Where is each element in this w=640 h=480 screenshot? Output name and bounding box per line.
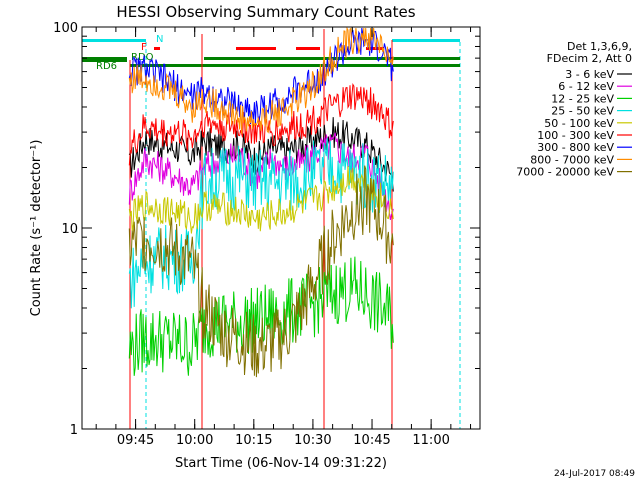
legend-header: FDecim 2, Att 0 [547,52,632,65]
legend-entry-label: 300 - 800 keV [537,141,614,154]
legend-entry-label: 12 - 25 keV [551,92,614,105]
flag-bar-red [296,47,320,50]
flag-label: N [156,34,163,45]
series-line [128,165,394,378]
legend-entry-label: 6 - 12 keV [558,80,614,93]
x-tick-label: 10:15 [235,433,272,448]
flag-bar-red [366,47,384,50]
legend-entry-label: 3 - 6 keV [565,68,614,81]
flag-label: RDO [131,52,154,63]
x-tick-label: 10:45 [353,433,390,448]
footer-timestamp: 24-Jul-2017 08:49 [554,469,635,479]
flag-bar-cyan [82,39,146,42]
flag-bar-green [82,60,127,62]
x-tick-label: 10:30 [294,433,331,448]
series-line [128,117,394,192]
flag-bar-green [82,57,127,60]
flag-label: RD6 [96,61,117,72]
flag-bar-cyan [392,39,460,42]
y-tick-label: 10 [61,222,78,237]
y-tick-label: 1 [70,423,78,438]
series-line [128,256,394,376]
series-line [128,166,394,234]
series-layer [128,26,394,378]
series-line [128,27,394,125]
flag-bar-red [236,47,276,50]
plot-frame [81,26,481,430]
flag-bar-red [154,47,160,50]
legend-entry-label: 50 - 100 keV [544,117,614,130]
chart-title: HESSI Observing Summary Count Rates [116,3,415,21]
legend-entry-label: 100 - 300 keV [537,129,614,142]
legend-entry-label: 7000 - 20000 keV [516,166,614,179]
x-axis-label: Start Time (06-Nov-14 09:31:22) [175,456,387,471]
y-tick-label: 100 [53,21,78,36]
x-tick-label: 11:00 [412,433,449,448]
flag-bar-green [130,64,460,67]
legend-entry-label: 800 - 7000 keV [530,153,614,166]
legend-entry-label: 25 - 50 keV [551,105,614,118]
y-axis-label: Count Rate (s⁻¹ detector⁻¹) [29,140,44,317]
legend-header: Det 1,3,6,9, [567,40,632,53]
flag-label: F [141,42,147,53]
series-line [128,26,394,135]
x-tick-label: 10:00 [176,433,213,448]
axis-layer: 09:45 10:00 10:15 10:30 10:45 11:00 1 10 100 [53,21,480,448]
x-tick-label: 09:45 [117,433,154,448]
